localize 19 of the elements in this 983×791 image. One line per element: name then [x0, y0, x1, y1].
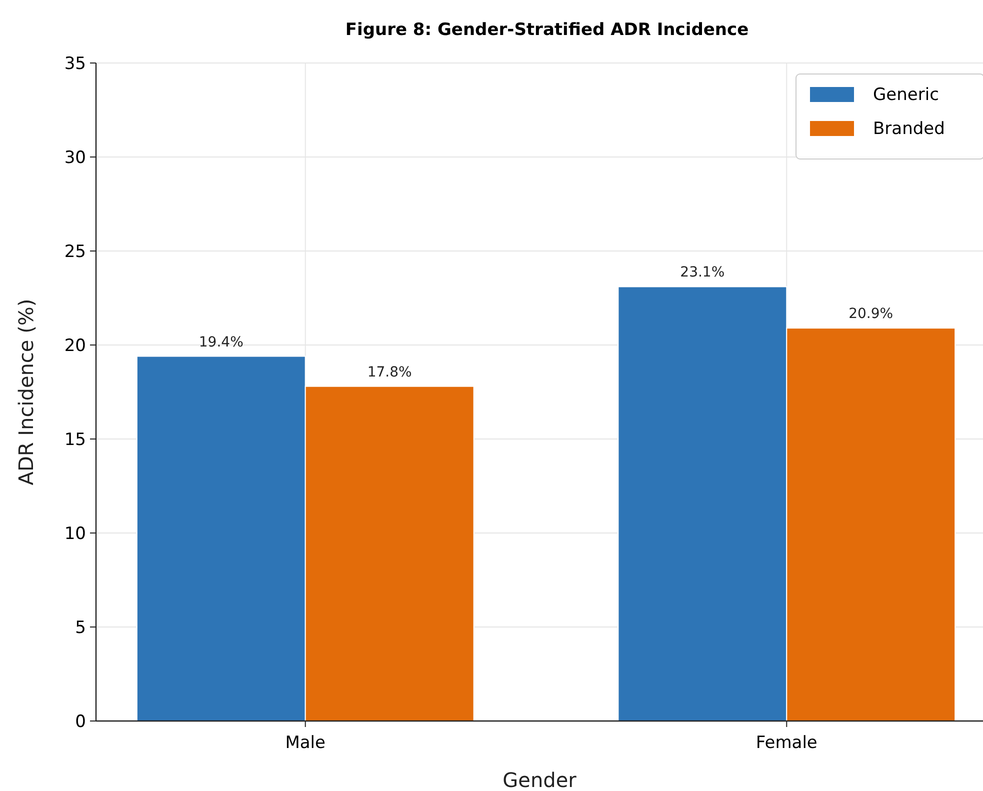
y-tick-label: 20 — [64, 336, 86, 356]
x-axis-title: Gender — [502, 768, 578, 791]
legend-label: Branded — [873, 118, 945, 139]
y-tick-label: 25 — [64, 242, 86, 262]
y-tick-label: 5 — [75, 618, 86, 638]
data-label: 17.8% — [367, 364, 412, 380]
y-axis-title: ADR Incidence (%) — [14, 298, 38, 486]
chart-title: Figure 8: Gender-Stratified ADR Incidence — [345, 20, 749, 40]
y-tick-label: 35 — [64, 54, 86, 74]
data-label: 23.1% — [680, 264, 725, 281]
y-tick-label: 10 — [64, 524, 86, 544]
y-tick-label: 0 — [75, 712, 86, 732]
y-tick-label: 30 — [64, 148, 86, 168]
x-tick-label: Male — [285, 733, 326, 753]
x-tick-label: Female — [756, 733, 818, 753]
y-tick-label: 15 — [64, 430, 86, 450]
data-label: 19.4% — [198, 334, 244, 350]
legend-label: Generic — [873, 84, 939, 105]
data-label: 20.9% — [848, 306, 894, 322]
